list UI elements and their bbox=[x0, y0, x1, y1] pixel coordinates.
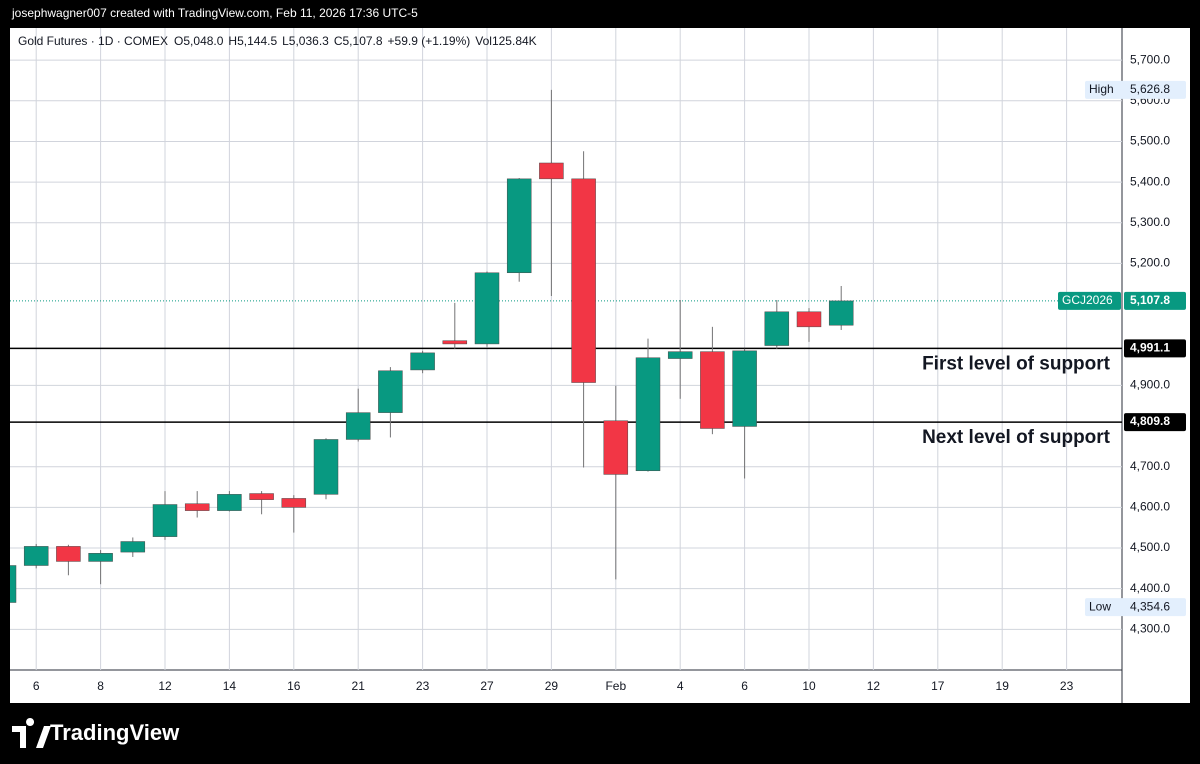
legend-value: C5,107.8 bbox=[334, 34, 383, 48]
x-tick-label: 6 bbox=[741, 679, 748, 693]
x-tick-label: 12 bbox=[867, 679, 881, 693]
candle-body bbox=[539, 162, 564, 180]
symbol-label: GCJ2026 bbox=[1062, 293, 1113, 307]
x-tick-label: 23 bbox=[1060, 679, 1074, 693]
candle-body bbox=[88, 553, 113, 562]
candle-body bbox=[249, 493, 274, 500]
y-tick-label: 5,500.0 bbox=[1130, 134, 1170, 148]
symbol-badge bbox=[1058, 291, 1121, 310]
x-tick-label: 19 bbox=[996, 679, 1010, 693]
y-tick-label: 5,400.0 bbox=[1130, 174, 1170, 188]
candle-body bbox=[120, 541, 146, 553]
x-tick-label: 16 bbox=[287, 679, 301, 693]
candle-body bbox=[313, 439, 339, 495]
candle-body bbox=[442, 340, 468, 345]
level-price: 4,991.1 bbox=[1130, 341, 1170, 355]
level-annotation: First level of support bbox=[922, 353, 1111, 374]
legend-value: H5,144.5 bbox=[228, 34, 277, 48]
legend: Gold Futures · 1D · COMEX O5,048.0 H5,144.… bbox=[18, 34, 537, 48]
candle-body bbox=[184, 503, 210, 511]
candle-body bbox=[571, 178, 596, 383]
y-tick-label: 5,200.0 bbox=[1130, 256, 1170, 270]
candle-body bbox=[56, 546, 81, 562]
candle-body bbox=[281, 498, 307, 508]
candle-body bbox=[603, 420, 629, 475]
x-tick-label: 14 bbox=[223, 679, 237, 693]
legend-value: L5,036.3 bbox=[282, 34, 329, 48]
brand-logo: TradingView bbox=[12, 718, 180, 748]
candle-body bbox=[700, 351, 725, 429]
candle-body bbox=[828, 300, 854, 326]
marker-text: High bbox=[1089, 82, 1114, 96]
candle-body bbox=[796, 311, 822, 328]
legend-value: +59.9 (+1.19%) bbox=[388, 34, 471, 48]
candle-body bbox=[345, 412, 371, 440]
attribution: josephwagner007 created with TradingView… bbox=[11, 6, 418, 20]
candle-body bbox=[217, 494, 242, 511]
x-tick-label: 12 bbox=[158, 679, 172, 693]
y-tick-label: 4,600.0 bbox=[1130, 500, 1170, 514]
overlay: 4,300.0 4,400.0 4,500.0 4,600.0 4,700.0 4,900… bbox=[33, 52, 1186, 693]
y-tick-label: 4,900.0 bbox=[1130, 378, 1170, 392]
candle-body bbox=[764, 311, 790, 346]
last-price-label: 5,107.8 bbox=[1130, 293, 1170, 307]
plot bbox=[10, 89, 1122, 603]
candle-body bbox=[667, 351, 693, 359]
candle-body bbox=[474, 272, 500, 345]
chart-panel bbox=[10, 28, 1190, 703]
x-tick-label: 10 bbox=[802, 679, 816, 693]
y-tick-label: 4,500.0 bbox=[1130, 540, 1170, 554]
legend-title: Gold Futures · 1D · COMEX bbox=[18, 34, 168, 48]
brand-name: TradingView bbox=[50, 720, 180, 745]
candle-body bbox=[506, 178, 532, 274]
candle-body bbox=[378, 370, 403, 413]
price-badge bbox=[1124, 339, 1186, 358]
price-badge bbox=[1124, 413, 1186, 432]
y-tick-label: 5,700.0 bbox=[1130, 52, 1170, 66]
legend-value: Vol125.84K bbox=[475, 34, 536, 48]
y-tick-label: 4,300.0 bbox=[1130, 622, 1170, 636]
x-tick-label: Feb bbox=[605, 679, 626, 693]
marker-badge bbox=[1085, 80, 1186, 99]
x-tick-label: 6 bbox=[33, 679, 40, 693]
x-tick-label: 17 bbox=[931, 679, 945, 693]
x-tick-label: 29 bbox=[545, 679, 559, 693]
x-tick-label: 27 bbox=[480, 679, 494, 693]
marker-badge bbox=[1085, 598, 1186, 617]
marker-price: 5,626.8 bbox=[1130, 82, 1170, 96]
candle-body bbox=[23, 546, 49, 566]
y-tick-label: 5,300.0 bbox=[1130, 215, 1170, 229]
candle-body bbox=[410, 352, 435, 371]
logo-icon bbox=[12, 718, 51, 748]
marker-text: Low bbox=[1089, 599, 1111, 613]
y-tick-label: 4,400.0 bbox=[1130, 581, 1170, 595]
level-annotation: Next level of support bbox=[922, 427, 1111, 448]
level-price: 4,809.8 bbox=[1130, 414, 1170, 428]
x-tick-label: 4 bbox=[677, 679, 684, 693]
candle-body bbox=[732, 350, 757, 427]
x-tick-label: 8 bbox=[97, 679, 104, 693]
candle-body bbox=[152, 504, 178, 537]
legend-value: O5,048.0 bbox=[174, 34, 224, 48]
candle-body bbox=[10, 565, 17, 603]
x-tick-label: 23 bbox=[416, 679, 430, 693]
candle-body bbox=[635, 357, 661, 472]
y-tick-label: 4,700.0 bbox=[1130, 459, 1170, 473]
price-badge bbox=[1124, 291, 1186, 310]
x-tick-label: 21 bbox=[352, 679, 366, 693]
marker-price: 4,354.6 bbox=[1130, 599, 1170, 613]
